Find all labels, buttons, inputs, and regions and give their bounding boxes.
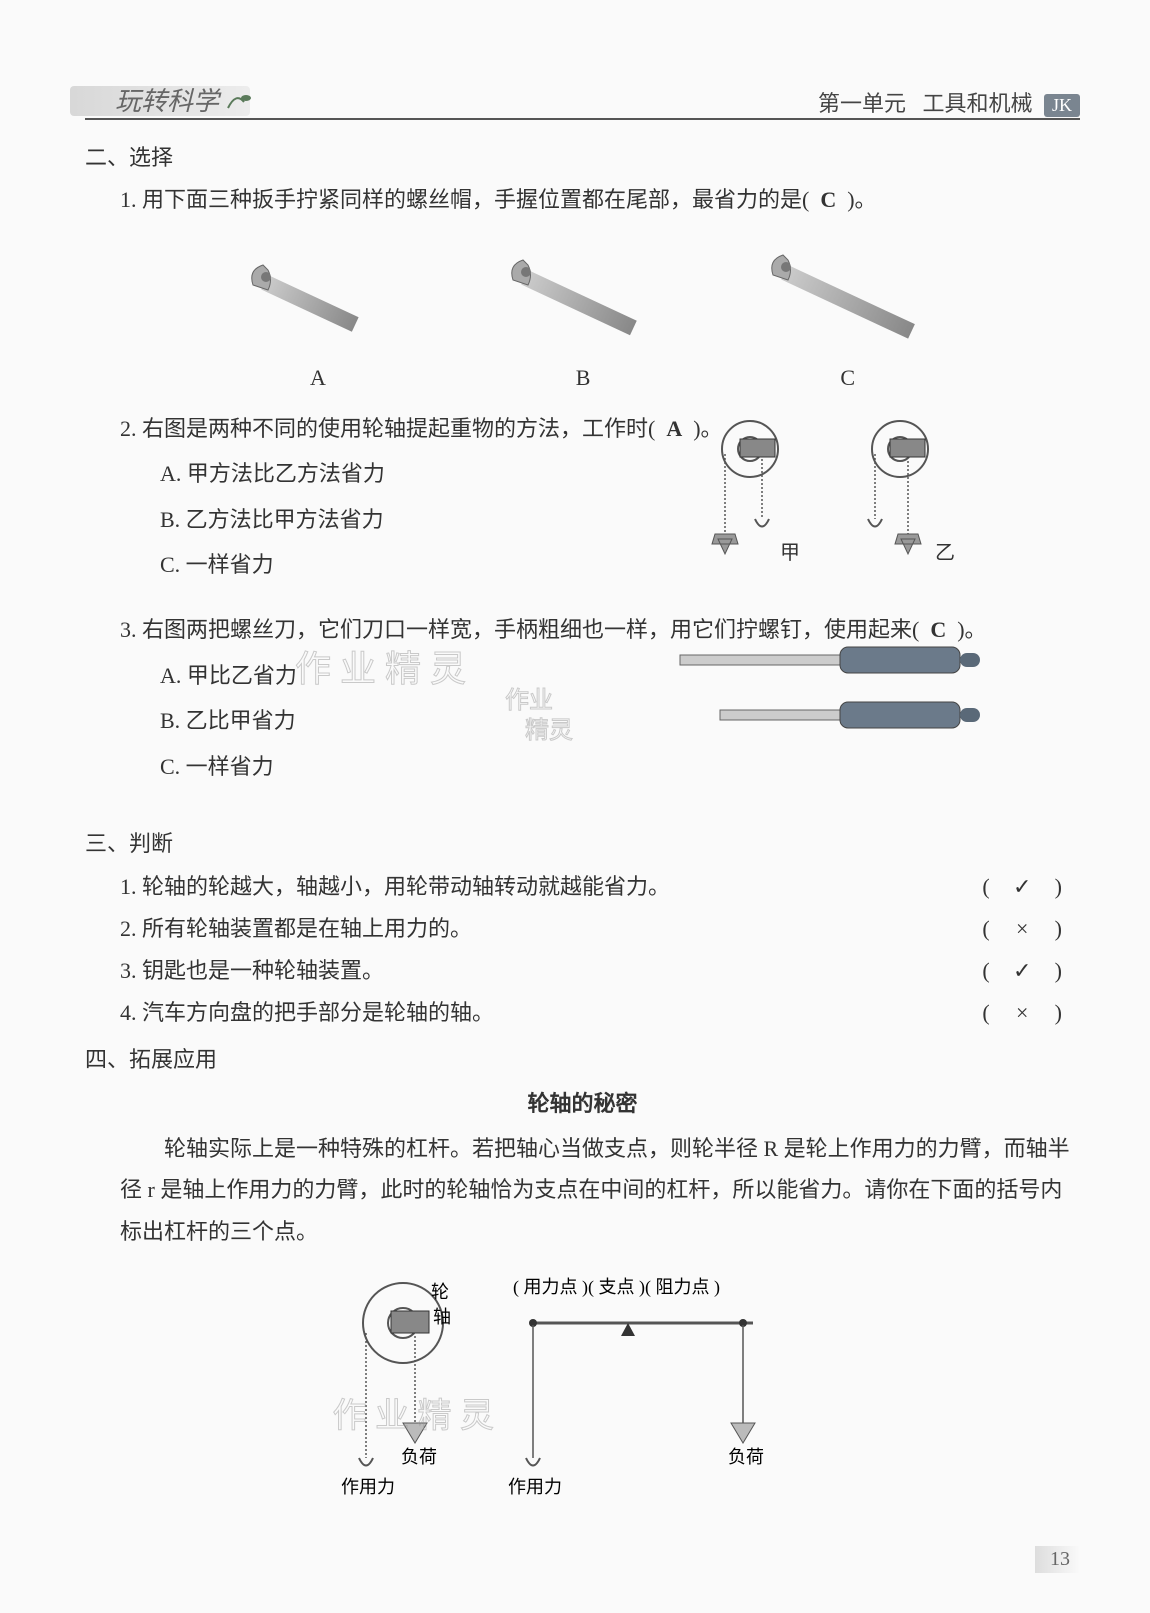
q2-container: 2. 右图是两种不同的使用轮轴提起重物的方法，工作时( A )。 A. 甲方法比… (85, 409, 1080, 585)
extend-subtitle: 轮轴的秘密 (85, 1086, 1080, 1118)
lever-zuoyongli-2: 作用力 (508, 1477, 562, 1497)
unit-prefix: 第一单元 (818, 91, 906, 116)
judge-mark: ( × ) (982, 908, 1080, 950)
judge-mark: ( ✓ ) (982, 950, 1080, 992)
judge-item: 1. 轮轴的轮越大，轴越小，用轮带动轴转动就越能省力。 ( ✓ ) (85, 866, 1080, 908)
judge-text: 4. 汽车方向盘的把手部分是轮轴的轴。 (120, 992, 494, 1034)
lever-zuoyongli-1: 作用力 (341, 1477, 395, 1497)
judge-item: 2. 所有轮轴装置都是在轴上用力的。 ( × ) (85, 908, 1080, 950)
judge-mark: ( × ) (982, 992, 1080, 1034)
q1-answer: C (820, 187, 836, 212)
header-right-title: 第一单元 工具和机械 JK (818, 86, 1080, 118)
judge-list: 1. 轮轴的轮越大，轴越小，用轮带动轴转动就越能省力。( ✓ )2. 所有轮轴装… (85, 866, 1080, 1033)
extend-body: 轮轴实际上是一种特殊的杠杆。若把轴心当做支点，则轮半径 R 是轮上作用力的力臂，… (85, 1128, 1080, 1253)
page-header: 玩转科学 第一单元 工具和机械 JK (85, 70, 1080, 120)
page-number: 13 (1035, 1546, 1080, 1573)
unit-title: 工具和机械 (922, 91, 1032, 116)
label-c: C (840, 365, 855, 391)
lever-lun-label: 轮 (431, 1282, 449, 1302)
pulley-label-jia: 甲 (780, 542, 800, 564)
judge-text: 2. 所有轮轴装置都是在轴上用力的。 (120, 908, 472, 950)
q1-num: 1 (120, 187, 131, 212)
section2-title: 二、选择 (85, 140, 1080, 172)
q1-text: 1. 用下面三种扳手拧紧同样的螺丝帽，手握位置都在尾部，最省力的是( C )。 (85, 180, 1080, 220)
main-content: 二、选择 1. 用下面三种扳手拧紧同样的螺丝帽，手握位置都在尾部，最省力的是( … (85, 130, 1080, 1498)
section3-title: 三、判断 (85, 826, 1080, 858)
wrench-images-row (185, 245, 980, 355)
watermark-text-3: 精灵 (525, 710, 573, 745)
leaf-icon (226, 87, 256, 117)
judge-text: 3. 钥匙也是一种轮轴装置。 (120, 950, 384, 992)
section4-title: 四、拓展应用 (85, 1042, 1080, 1074)
lever-fuhe-2: 负荷 (728, 1447, 764, 1467)
pulley-diagram-icon: 甲 乙 (680, 419, 1000, 569)
q3-num: 3 (120, 617, 131, 642)
lever-zhou-label: 轴 (433, 1307, 451, 1327)
label-a: A (310, 365, 326, 391)
q3-container: 3. 右图两把螺丝刀，它们刀口一样宽，手柄粗细也一样，用它们拧螺钉，使用起来( … (85, 610, 1080, 786)
lever-fuhe-1: 负荷 (401, 1447, 437, 1467)
lever-answers: ( 用力点 )( 支点 )( 阻力点 ) (513, 1277, 720, 1298)
judge-text: 1. 轮轴的轮越大，轴越小，用轮带动轴转动就越能省力。 (120, 866, 670, 908)
watermark-bottom-1: 作 业 精 灵 (333, 1388, 495, 1437)
wrench-a-icon (238, 245, 398, 355)
wrench-b-icon (503, 245, 663, 355)
header-left-title: 玩转科学 (85, 81, 256, 118)
jk-badge: JK (1044, 94, 1080, 117)
judge-item: 3. 钥匙也是一种轮轴装置。 ( ✓ ) (85, 950, 1080, 992)
screwdriver-diagram-icon (670, 635, 1000, 755)
watermark-text: 作 业 精 灵 (295, 640, 466, 692)
header-brand: 玩转科学 (115, 87, 219, 116)
judge-mark: ( ✓ ) (982, 866, 1080, 908)
judge-item: 4. 汽车方向盘的把手部分是轮轴的轴。 ( × ) (85, 992, 1080, 1034)
lever-diagram: 轮 轴 负荷 作用力 ( 用力点 )( 支点 )( 阻力点 ) 负荷 作用力 作… (323, 1268, 843, 1498)
wrench-c-icon (768, 245, 928, 355)
q2-num: 2 (120, 416, 131, 441)
wrench-labels: A B C (185, 365, 980, 391)
label-b: B (576, 365, 591, 391)
pulley-label-yi: 乙 (935, 542, 955, 564)
